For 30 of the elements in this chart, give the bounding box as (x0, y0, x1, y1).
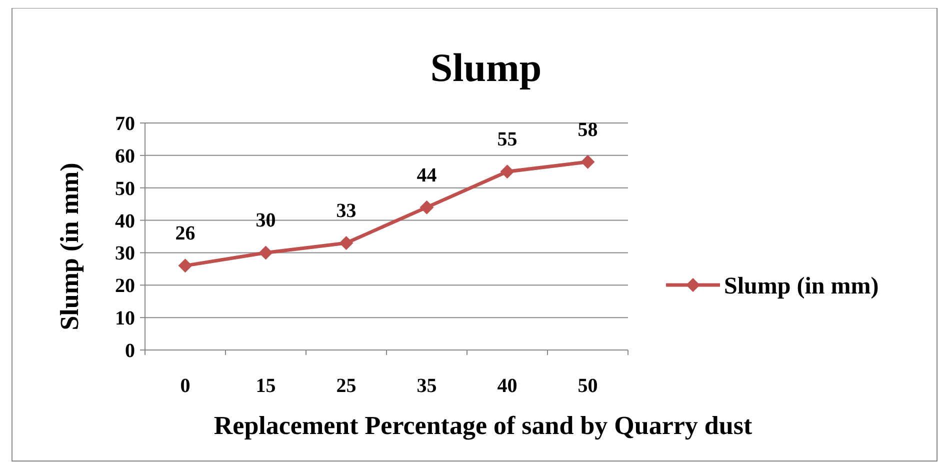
data-label: 55 (497, 128, 518, 151)
point (500, 164, 514, 179)
y-tick-label: 30 (115, 242, 135, 265)
data-label: 26 (175, 222, 196, 245)
point (580, 154, 595, 169)
data-label: 33 (336, 200, 356, 222)
point (178, 258, 192, 273)
x-axis-title: Replacement Percentage of sand by Quarry dust (214, 411, 752, 440)
x-tick-label: 25 (336, 375, 356, 397)
y-tick-label: 0 (125, 340, 135, 362)
x-tick-label: 0 (180, 375, 190, 397)
point (420, 200, 434, 214)
y-tick-label: 60 (115, 145, 135, 168)
y-tick-label: 50 (115, 178, 135, 200)
y-tick-label: 10 (115, 308, 135, 330)
data-label: 30 (256, 210, 276, 232)
y-axis-title: Slump (in mm) (55, 162, 84, 330)
data-label: 58 (578, 118, 598, 141)
y-tick-label: 70 (115, 113, 135, 135)
x-tick-label: 40 (497, 375, 518, 397)
y-tick-label: 40 (115, 210, 135, 232)
point (339, 236, 354, 250)
x-tick-label: 15 (256, 375, 276, 397)
data-label: 44 (416, 164, 437, 186)
point (258, 246, 273, 260)
chart-title: Slump (430, 45, 542, 90)
x-tick-label: 35 (416, 375, 437, 397)
y-tick-label: 20 (115, 275, 135, 298)
x-tick-label: 50 (578, 375, 598, 397)
legend-label: Slump (in mm) (724, 273, 879, 300)
